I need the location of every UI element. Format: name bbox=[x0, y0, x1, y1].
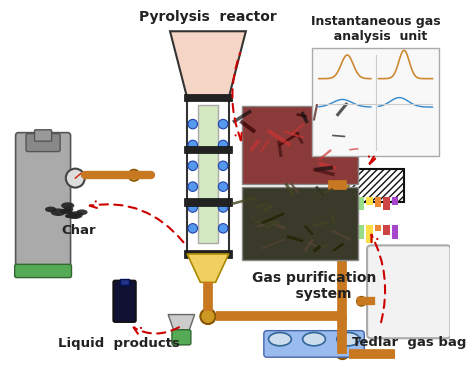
Bar bbox=[374, 226, 381, 231]
Bar bbox=[333, 169, 404, 202]
FancyBboxPatch shape bbox=[312, 48, 439, 156]
Bar bbox=[184, 198, 232, 206]
FancyBboxPatch shape bbox=[242, 106, 358, 184]
Circle shape bbox=[201, 309, 216, 324]
Circle shape bbox=[219, 119, 228, 129]
Bar bbox=[341, 197, 347, 204]
Ellipse shape bbox=[269, 333, 292, 346]
FancyBboxPatch shape bbox=[242, 187, 358, 260]
FancyBboxPatch shape bbox=[264, 331, 365, 357]
Text: Instantaneous gas
  analysis  unit: Instantaneous gas analysis unit bbox=[311, 15, 440, 43]
Bar bbox=[198, 105, 219, 243]
Circle shape bbox=[128, 170, 140, 181]
Ellipse shape bbox=[303, 333, 326, 346]
Ellipse shape bbox=[68, 211, 83, 219]
Circle shape bbox=[219, 161, 228, 170]
Circle shape bbox=[188, 224, 198, 233]
Bar bbox=[349, 226, 356, 235]
FancyBboxPatch shape bbox=[15, 264, 72, 277]
Bar bbox=[184, 250, 232, 258]
Circle shape bbox=[66, 169, 85, 187]
FancyBboxPatch shape bbox=[172, 330, 191, 345]
Ellipse shape bbox=[65, 214, 73, 218]
Bar bbox=[366, 226, 373, 243]
Ellipse shape bbox=[69, 213, 80, 219]
Bar bbox=[383, 197, 390, 210]
Ellipse shape bbox=[60, 208, 72, 214]
Ellipse shape bbox=[64, 207, 73, 212]
FancyBboxPatch shape bbox=[26, 133, 60, 152]
Bar bbox=[392, 197, 398, 204]
Text: Gas purification
    system: Gas purification system bbox=[252, 271, 376, 301]
Bar bbox=[358, 226, 365, 239]
FancyBboxPatch shape bbox=[35, 130, 52, 141]
Bar bbox=[341, 226, 347, 231]
Ellipse shape bbox=[61, 202, 74, 209]
Bar bbox=[366, 197, 373, 204]
FancyBboxPatch shape bbox=[113, 280, 136, 322]
Bar bbox=[120, 279, 129, 285]
Ellipse shape bbox=[76, 209, 88, 215]
Circle shape bbox=[188, 203, 198, 212]
Ellipse shape bbox=[45, 206, 56, 212]
Ellipse shape bbox=[337, 333, 360, 346]
Text: Tedlar  gas bag: Tedlar gas bag bbox=[352, 336, 466, 349]
Bar bbox=[184, 146, 232, 153]
Circle shape bbox=[219, 203, 228, 212]
Polygon shape bbox=[168, 314, 195, 333]
Bar bbox=[349, 197, 356, 208]
Circle shape bbox=[336, 346, 349, 359]
Bar bbox=[358, 197, 365, 210]
Text: Pyrolysis  reactor: Pyrolysis reactor bbox=[139, 10, 277, 24]
Polygon shape bbox=[187, 254, 229, 282]
Text: Char: Char bbox=[61, 224, 96, 237]
Ellipse shape bbox=[69, 213, 78, 217]
Ellipse shape bbox=[51, 208, 66, 216]
Circle shape bbox=[219, 140, 228, 150]
Bar bbox=[374, 197, 381, 208]
Polygon shape bbox=[170, 31, 246, 98]
Bar bbox=[383, 226, 390, 235]
Text: Liquid  products: Liquid products bbox=[58, 338, 180, 350]
Bar bbox=[392, 226, 398, 239]
Circle shape bbox=[357, 297, 366, 306]
Ellipse shape bbox=[66, 214, 75, 218]
Circle shape bbox=[188, 119, 198, 129]
Bar bbox=[184, 94, 232, 101]
Circle shape bbox=[219, 224, 228, 233]
FancyBboxPatch shape bbox=[16, 133, 71, 271]
Ellipse shape bbox=[63, 209, 73, 214]
Circle shape bbox=[188, 182, 198, 191]
Bar bbox=[187, 98, 229, 254]
Circle shape bbox=[188, 161, 198, 170]
FancyBboxPatch shape bbox=[367, 245, 450, 338]
Circle shape bbox=[188, 140, 198, 150]
Circle shape bbox=[219, 182, 228, 191]
Circle shape bbox=[336, 178, 349, 191]
